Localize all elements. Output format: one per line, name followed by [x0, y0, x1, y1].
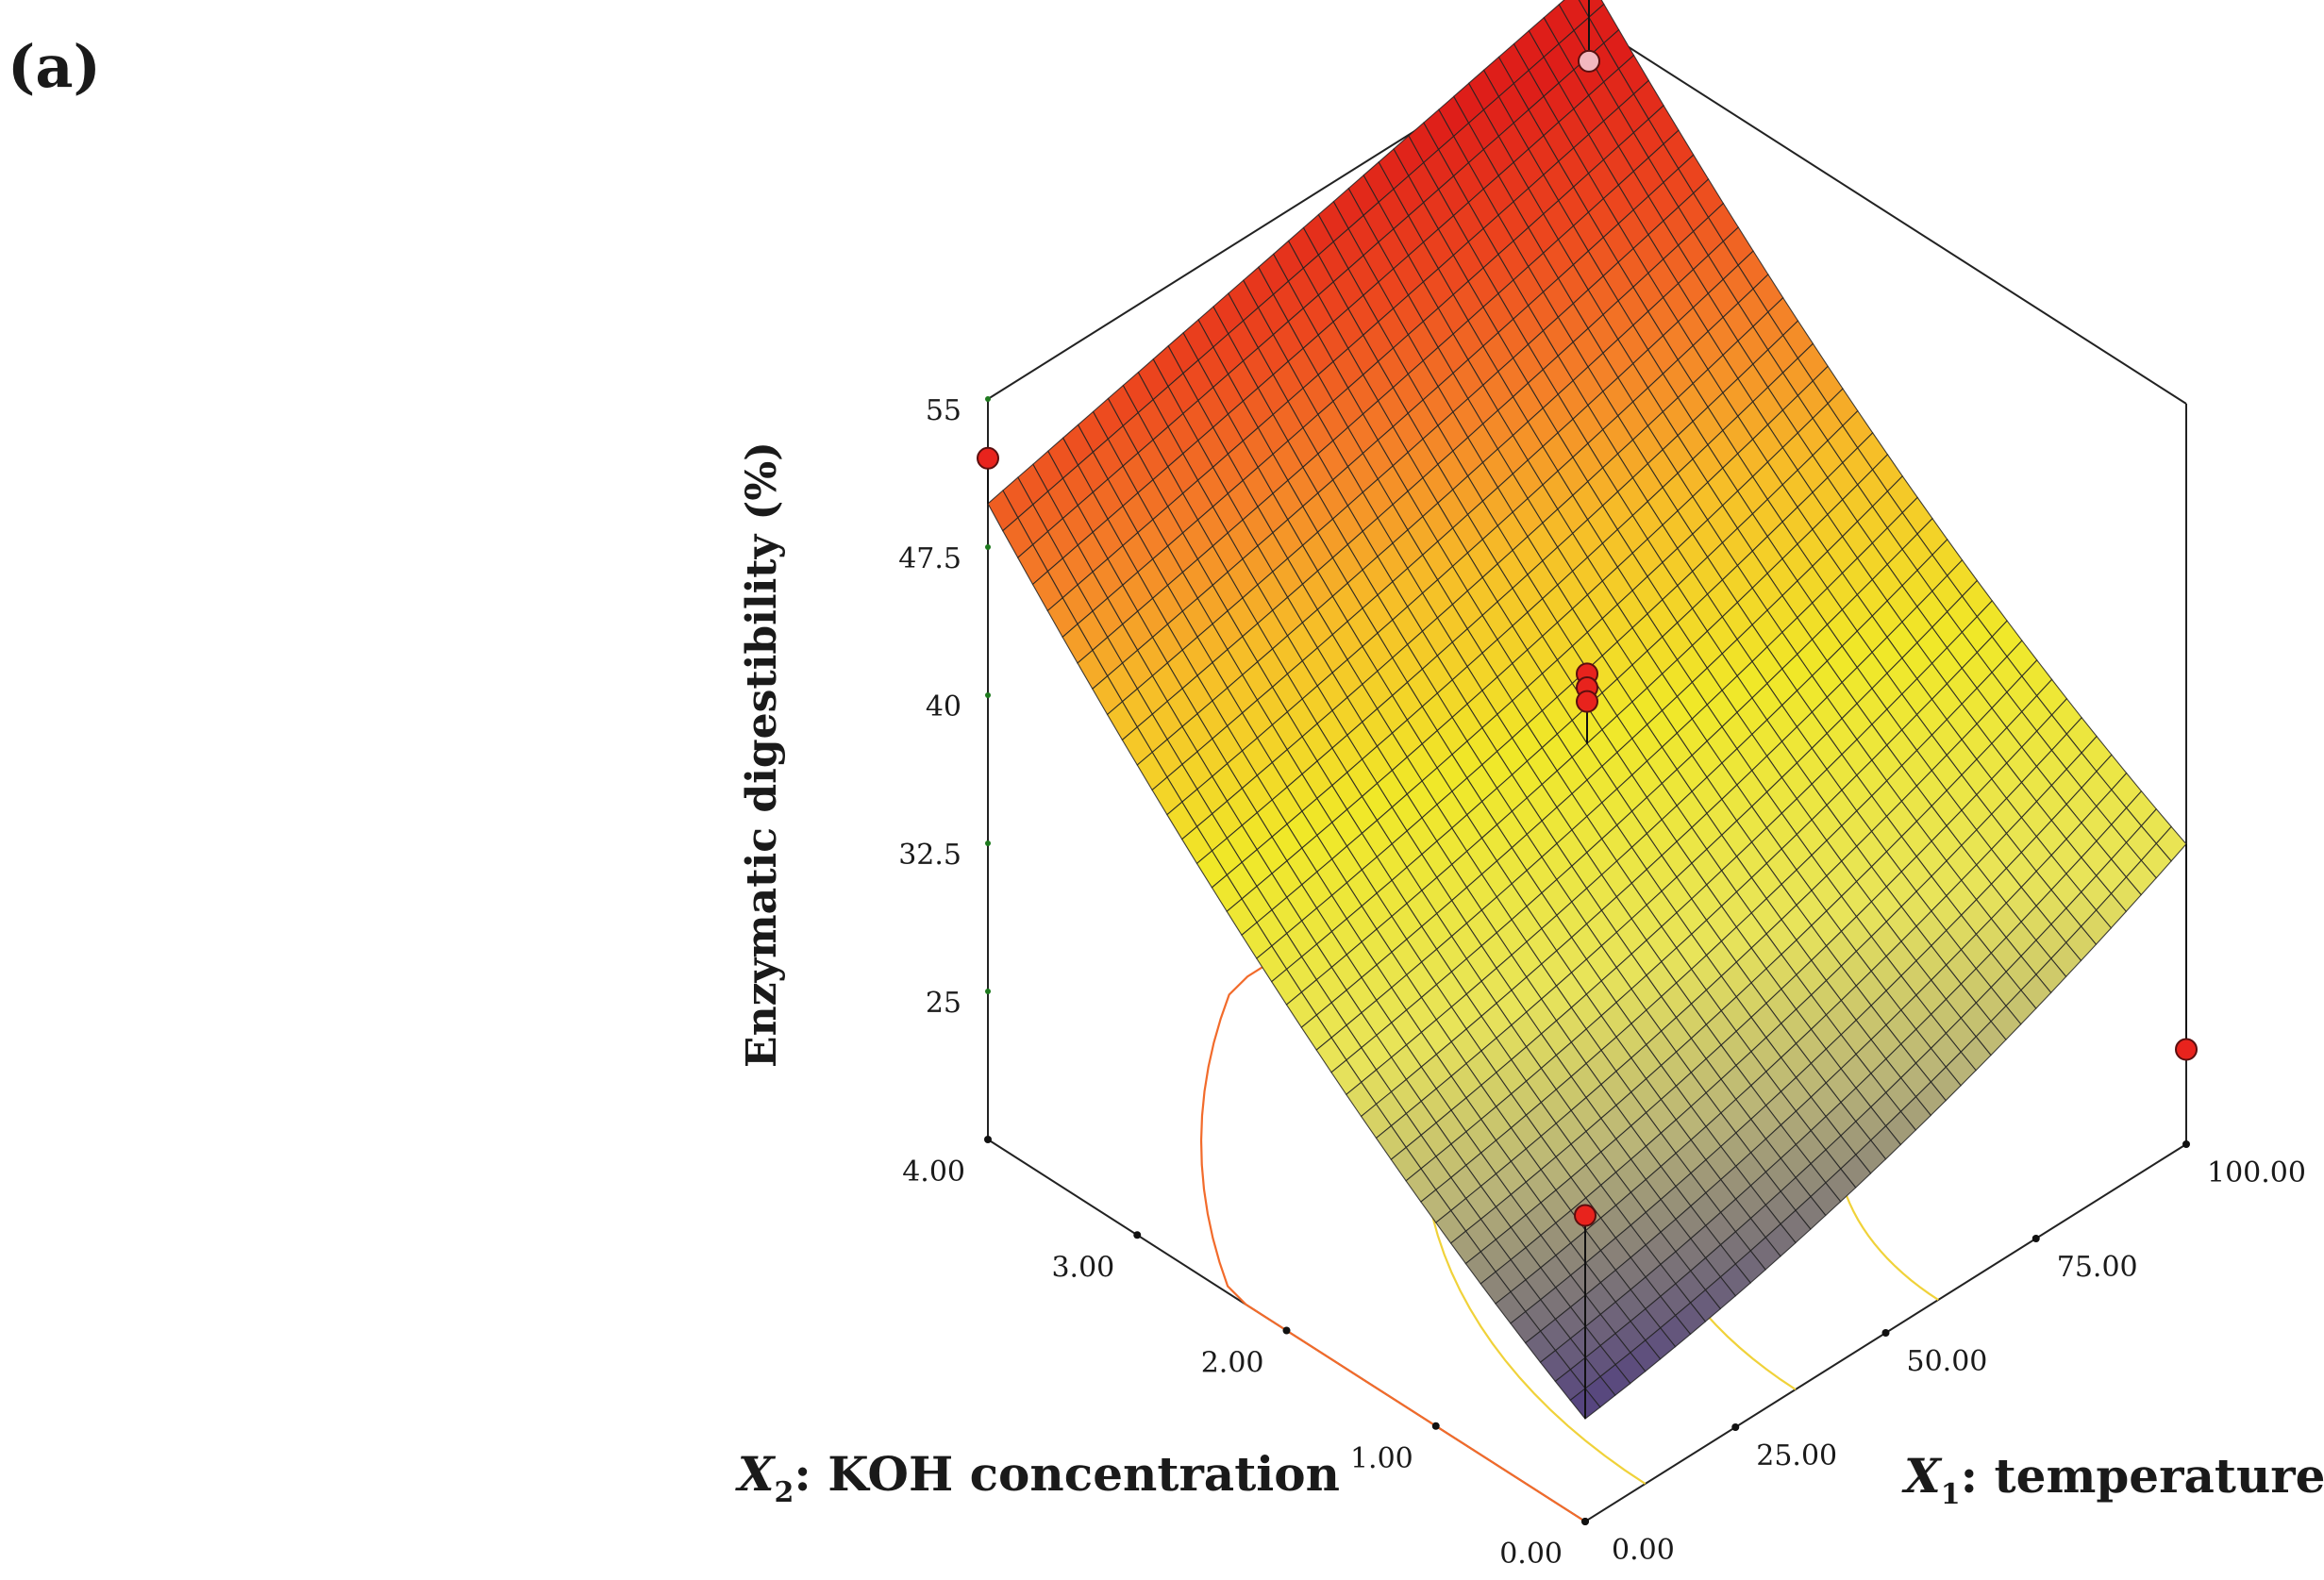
x2-tick-label: 4.00	[902, 1156, 965, 1189]
x2-tick-mark	[1133, 1231, 1142, 1239]
x2-tick-label: 0.00	[1499, 1538, 1563, 1571]
x1-tick-label: 50.00	[1907, 1345, 1988, 1378]
z-tick-mark	[985, 396, 991, 402]
panel-label: (a)	[8, 32, 101, 101]
x2-tick-mark	[1581, 1518, 1589, 1525]
x1-tick-label: 25.00	[1756, 1439, 1837, 1472]
z-tick-mark	[985, 544, 991, 550]
x2-tick-label: 3.00	[1051, 1251, 1114, 1284]
x2-symbol: X	[735, 1446, 777, 1502]
x1-axis: 0.00 25.00 50.00 75.00 100.00	[1581, 1140, 2306, 1567]
design-point	[1576, 690, 1598, 713]
x2-axis-title: X2: KOH concentration	[735, 1446, 1340, 1509]
x2-tick-label: 1.00	[1350, 1442, 1413, 1475]
x2-tick-mark	[1282, 1326, 1291, 1335]
z-tick-label: 32.5	[898, 839, 961, 872]
x2-tick-mark	[1431, 1422, 1440, 1430]
z-tick-mark	[985, 989, 991, 994]
z-tick-mark	[985, 840, 991, 846]
x1-tick-mark	[1881, 1329, 1890, 1337]
x2-axis: 0.00 1.00 2.00 3.00 4.00	[902, 1136, 1589, 1571]
x2-text: : KOH concentration	[794, 1446, 1340, 1502]
z-tick-mark	[985, 692, 991, 698]
z-axis: 25 32.5 40 47.5 55	[898, 394, 991, 1020]
design-point	[1574, 1204, 1597, 1227]
z-axis-title: Enzymatic digestibility (%)	[738, 441, 786, 1068]
x2-tick-mark	[984, 1136, 992, 1143]
x1-tick-mark	[1731, 1423, 1740, 1431]
design-point	[2175, 1038, 2198, 1061]
x1-tick-mark	[2182, 1140, 2190, 1148]
x1-tick-label: 0.00	[1612, 1534, 1675, 1567]
x1-tick-label: 100.00	[2207, 1156, 2306, 1189]
x1-text: : temperature	[1961, 1448, 2324, 1504]
x1-tick-label: 75.00	[2057, 1251, 2138, 1284]
x1-symbol: X	[1901, 1448, 1943, 1504]
design-point	[977, 446, 999, 470]
z-tick-label: 40	[926, 690, 961, 723]
x2-subscript: 2	[775, 1476, 794, 1509]
x1-tick-mark	[2031, 1235, 2040, 1242]
z-tick-label: 25	[926, 987, 961, 1020]
x1-axis-title: X1: temperature	[1901, 1448, 2324, 1511]
response-surface	[987, 0, 2187, 1420]
design-point	[1578, 49, 1600, 73]
design-points	[977, 0, 2198, 1420]
z-tick-label: 47.5	[898, 542, 961, 575]
z-tick-label: 55	[926, 394, 961, 427]
top-right-edge	[1588, 21, 2187, 405]
x1-subscript: 1	[1941, 1478, 1961, 1511]
x2-tick-label: 2.00	[1201, 1347, 1264, 1380]
